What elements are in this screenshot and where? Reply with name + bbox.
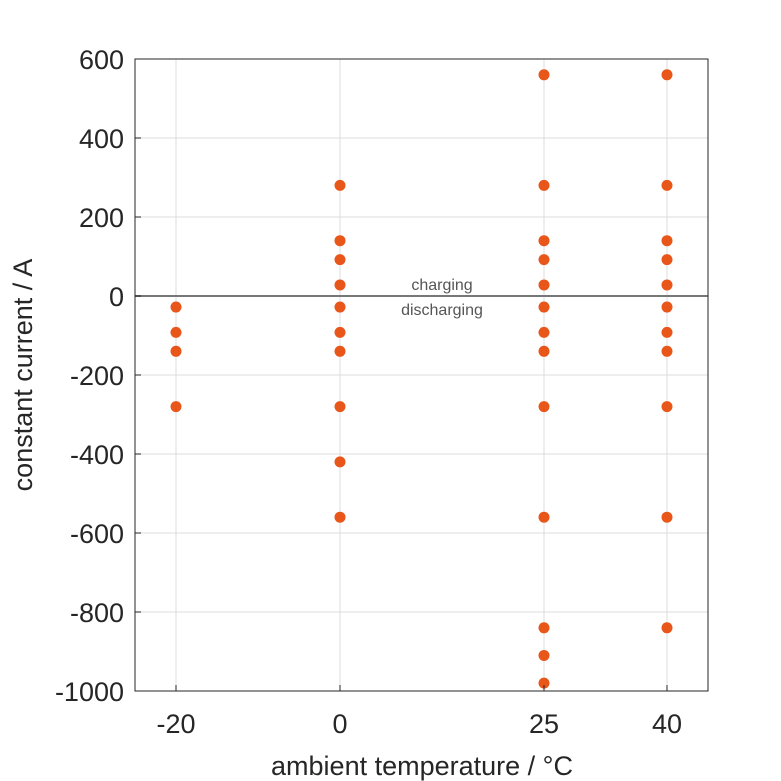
x-tick-label: -20 bbox=[156, 709, 195, 739]
data-point bbox=[661, 235, 673, 247]
y-tick-label: 400 bbox=[79, 124, 124, 154]
data-point bbox=[661, 179, 673, 191]
data-point bbox=[538, 401, 550, 413]
y-tick-label: -400 bbox=[70, 440, 124, 470]
data-point bbox=[661, 326, 673, 338]
y-tick-label: 0 bbox=[109, 282, 124, 312]
data-point bbox=[661, 511, 673, 523]
x-axis-ticks: -20 0 25 40 bbox=[156, 685, 682, 739]
data-point bbox=[170, 301, 182, 313]
data-point bbox=[334, 345, 346, 357]
data-point bbox=[334, 235, 346, 247]
y-tick-label: 200 bbox=[79, 203, 124, 233]
discharging-annotation: discharging bbox=[401, 302, 483, 319]
data-point bbox=[334, 301, 346, 313]
data-point bbox=[170, 345, 182, 357]
charging-annotation: charging bbox=[411, 277, 472, 294]
data-point bbox=[334, 401, 346, 413]
data-point bbox=[661, 622, 673, 634]
y-tick-label: -200 bbox=[70, 361, 124, 391]
data-point bbox=[538, 69, 550, 81]
data-point bbox=[334, 511, 346, 523]
data-point bbox=[334, 179, 346, 191]
data-point bbox=[538, 326, 550, 338]
y-tick-label: -1000 bbox=[55, 677, 124, 707]
data-points bbox=[170, 69, 673, 689]
data-point bbox=[661, 301, 673, 313]
data-point bbox=[538, 279, 550, 291]
data-point bbox=[538, 649, 550, 661]
data-point bbox=[661, 254, 673, 266]
data-point bbox=[538, 622, 550, 634]
x-tick-label: 0 bbox=[332, 709, 347, 739]
y-axis-ticks: 600 400 200 0 -200 -400 -600 -800 -1000 bbox=[55, 45, 141, 707]
y-tick-label: 600 bbox=[79, 45, 124, 75]
data-point bbox=[334, 456, 346, 468]
grid bbox=[135, 58, 708, 692]
data-point bbox=[538, 179, 550, 191]
data-point bbox=[661, 69, 673, 81]
data-point bbox=[538, 301, 550, 313]
data-point bbox=[170, 401, 182, 413]
data-point bbox=[661, 401, 673, 413]
data-point bbox=[538, 511, 550, 523]
data-point bbox=[538, 677, 550, 689]
data-point bbox=[334, 254, 346, 266]
data-point bbox=[538, 345, 550, 357]
y-tick-label: -600 bbox=[70, 519, 124, 549]
x-axis-label: ambient temperature / °C bbox=[271, 751, 573, 781]
data-point bbox=[661, 345, 673, 357]
y-tick-label: -800 bbox=[70, 598, 124, 628]
data-point bbox=[661, 279, 673, 291]
data-point bbox=[334, 326, 346, 338]
data-point bbox=[538, 254, 550, 266]
data-point bbox=[334, 279, 346, 291]
data-point bbox=[170, 326, 182, 338]
y-axis-label: constant current / A bbox=[8, 259, 38, 492]
data-point bbox=[538, 235, 550, 247]
x-tick-label: 40 bbox=[652, 709, 682, 739]
x-tick-label: 25 bbox=[529, 709, 559, 739]
